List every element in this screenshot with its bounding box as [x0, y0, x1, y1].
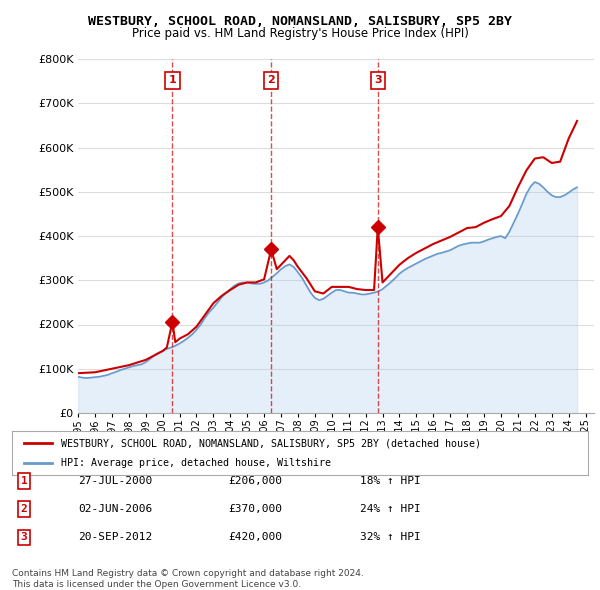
Text: 3: 3 — [20, 533, 28, 542]
Text: £420,000: £420,000 — [228, 533, 282, 542]
Text: 1: 1 — [20, 476, 28, 486]
Text: WESTBURY, SCHOOL ROAD, NOMANSLAND, SALISBURY, SP5 2BY: WESTBURY, SCHOOL ROAD, NOMANSLAND, SALIS… — [88, 15, 512, 28]
Text: Contains HM Land Registry data © Crown copyright and database right 2024.: Contains HM Land Registry data © Crown c… — [12, 569, 364, 578]
Text: 32% ↑ HPI: 32% ↑ HPI — [360, 533, 421, 542]
Text: HPI: Average price, detached house, Wiltshire: HPI: Average price, detached house, Wilt… — [61, 458, 331, 467]
Text: Price paid vs. HM Land Registry's House Price Index (HPI): Price paid vs. HM Land Registry's House … — [131, 27, 469, 40]
Text: 1: 1 — [169, 76, 176, 85]
Text: 3: 3 — [374, 76, 382, 85]
Text: 18% ↑ HPI: 18% ↑ HPI — [360, 476, 421, 486]
Text: 02-JUN-2006: 02-JUN-2006 — [78, 504, 152, 514]
Text: £370,000: £370,000 — [228, 504, 282, 514]
Text: 2: 2 — [268, 76, 275, 85]
Text: WESTBURY, SCHOOL ROAD, NOMANSLAND, SALISBURY, SP5 2BY (detached house): WESTBURY, SCHOOL ROAD, NOMANSLAND, SALIS… — [61, 438, 481, 448]
Text: 24% ↑ HPI: 24% ↑ HPI — [360, 504, 421, 514]
Text: 2: 2 — [20, 504, 28, 514]
Text: This data is licensed under the Open Government Licence v3.0.: This data is licensed under the Open Gov… — [12, 579, 301, 589]
Text: 27-JUL-2000: 27-JUL-2000 — [78, 476, 152, 486]
Text: £206,000: £206,000 — [228, 476, 282, 486]
Text: 20-SEP-2012: 20-SEP-2012 — [78, 533, 152, 542]
